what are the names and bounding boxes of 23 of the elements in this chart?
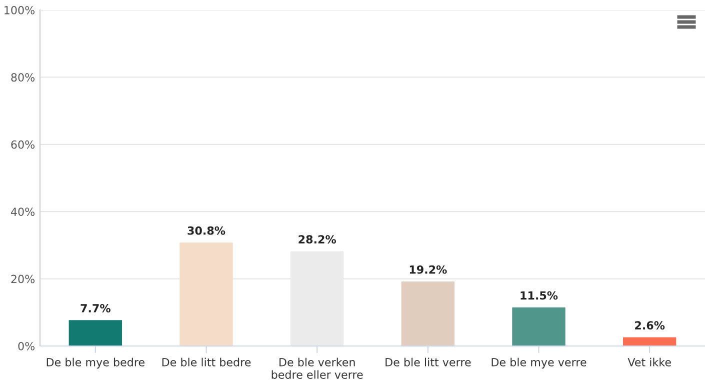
y-tick-label: 60% <box>11 140 35 149</box>
bar <box>512 307 566 346</box>
bar <box>622 337 676 346</box>
bar <box>180 242 233 346</box>
x-tick-label: De ble mye bedre <box>46 358 144 369</box>
data-label: 30.8% <box>188 226 226 235</box>
data-label: 11.5% <box>520 291 558 300</box>
data-label: 28.2% <box>298 235 336 244</box>
y-tick-label: 20% <box>11 274 35 284</box>
x-tick-label: De ble litt verre <box>386 358 471 366</box>
y-tick-label: 40% <box>10 208 35 216</box>
x-tick-label: De ble mye verre <box>492 358 586 369</box>
y-tick-label: 0% <box>18 342 35 350</box>
x-tick-label: De ble verken bedre eller verre <box>272 358 363 379</box>
data-label: 7.7% <box>80 304 110 312</box>
bar <box>401 281 455 346</box>
bar <box>68 320 122 346</box>
x-tick-label: Vet ikke <box>628 358 671 366</box>
data-label: 19.2% <box>410 265 447 274</box>
y-tick-label: 80% <box>11 73 35 82</box>
y-tick-label: 100% <box>4 6 35 14</box>
data-label: 2.6% <box>635 321 665 330</box>
x-tick-label: De ble litt bedre <box>162 358 251 366</box>
